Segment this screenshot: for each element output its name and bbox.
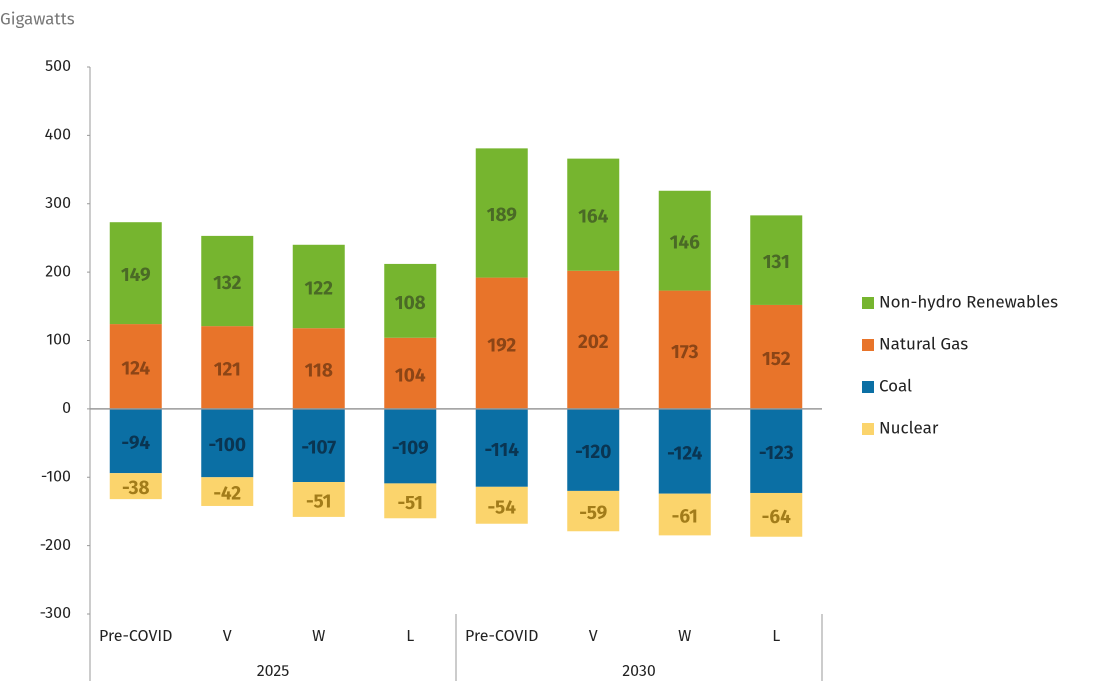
legend-swatch bbox=[862, 339, 874, 351]
value-label: 131 bbox=[763, 251, 790, 274]
bar-segment bbox=[567, 270, 620, 409]
value-label: -59 bbox=[579, 502, 607, 525]
bar-segment bbox=[201, 326, 254, 409]
value-label: -120 bbox=[575, 441, 611, 464]
x-tick-label: V bbox=[589, 627, 598, 646]
bar-segment bbox=[384, 263, 437, 338]
bar-segment bbox=[292, 328, 345, 409]
bar-segment bbox=[750, 304, 803, 409]
value-label: 202 bbox=[578, 331, 609, 354]
value-label: 122 bbox=[305, 278, 334, 301]
y-tick-label: -100 bbox=[41, 467, 71, 486]
value-label: 132 bbox=[213, 272, 242, 295]
bar-segment bbox=[567, 408, 620, 491]
value-label: -61 bbox=[672, 506, 698, 529]
group-label: 2025 bbox=[257, 662, 290, 681]
bar-segment bbox=[292, 482, 345, 517]
x-tick-label: W bbox=[312, 627, 325, 646]
value-label: 192 bbox=[487, 334, 516, 357]
value-label: -100 bbox=[209, 434, 246, 457]
value-label: 164 bbox=[578, 206, 609, 229]
value-label: -54 bbox=[488, 496, 517, 519]
y-tick-label: -300 bbox=[40, 604, 71, 623]
bar-segment bbox=[109, 222, 162, 325]
value-label: 121 bbox=[214, 359, 241, 382]
bar-segment bbox=[658, 190, 711, 291]
bar-segment bbox=[658, 408, 711, 494]
bar-segment bbox=[384, 337, 437, 409]
bar-segment bbox=[384, 483, 437, 519]
value-label: 149 bbox=[121, 264, 151, 287]
value-label: -51 bbox=[306, 491, 331, 514]
value-label: -109 bbox=[392, 437, 429, 460]
bar-segment bbox=[201, 477, 254, 506]
bar-segment bbox=[201, 408, 254, 478]
y-tick-label: 400 bbox=[45, 126, 71, 145]
legend-label: Non-hydro Renewables bbox=[879, 291, 1058, 312]
y-tick-label: 300 bbox=[45, 194, 71, 213]
value-label: 146 bbox=[670, 232, 701, 255]
y-tick-label: 100 bbox=[46, 331, 71, 350]
x-tick-label: W bbox=[678, 627, 691, 646]
bar-segment bbox=[292, 408, 345, 483]
bar-segment bbox=[475, 408, 528, 487]
legend-swatch bbox=[862, 423, 874, 435]
bar-segment bbox=[475, 148, 528, 278]
y-tick-label: 500 bbox=[45, 57, 71, 76]
group-label: 2030 bbox=[622, 662, 656, 681]
bar-segment bbox=[109, 324, 162, 409]
bar-segment bbox=[658, 493, 711, 536]
value-label: 118 bbox=[305, 360, 333, 383]
legend-swatch bbox=[862, 297, 874, 309]
value-label: -124 bbox=[667, 442, 702, 465]
value-label: -123 bbox=[759, 442, 794, 465]
legend-label: Nuclear bbox=[879, 417, 939, 438]
bar-segment bbox=[658, 290, 711, 409]
x-tick-label: V bbox=[223, 627, 232, 646]
value-label: 124 bbox=[121, 358, 150, 381]
x-tick-label: Pre-COVID bbox=[465, 627, 538, 646]
bar-segment bbox=[292, 244, 345, 329]
chart-subtitle: Gigawatts bbox=[0, 8, 75, 29]
value-label: -42 bbox=[213, 483, 241, 506]
bar-segment bbox=[750, 408, 803, 493]
y-tick-label: -200 bbox=[40, 536, 71, 555]
value-label: -114 bbox=[485, 439, 520, 462]
x-tick-label: Pre-COVID bbox=[99, 627, 172, 646]
value-label: 104 bbox=[395, 364, 426, 387]
value-label: 173 bbox=[671, 341, 699, 364]
x-tick-label: L bbox=[406, 627, 414, 646]
value-label: -94 bbox=[121, 432, 150, 455]
value-label: -107 bbox=[301, 437, 336, 460]
value-label: -38 bbox=[122, 477, 150, 500]
bar-segment bbox=[567, 158, 620, 271]
y-tick-label: 0 bbox=[62, 399, 71, 418]
legend-label: Natural Gas bbox=[879, 333, 968, 354]
value-label: -51 bbox=[398, 492, 423, 515]
bar-segment bbox=[384, 408, 437, 484]
y-tick-label: 200 bbox=[45, 262, 71, 281]
bar-segment bbox=[567, 490, 620, 532]
value-label: 152 bbox=[762, 348, 791, 371]
legend-label: Coal bbox=[879, 375, 912, 396]
value-label: 189 bbox=[487, 204, 518, 227]
x-tick-label: L bbox=[772, 627, 780, 646]
bar-segment bbox=[750, 492, 803, 537]
bar-segment bbox=[109, 473, 162, 500]
bar-segment bbox=[109, 408, 162, 474]
value-label: -64 bbox=[762, 506, 791, 529]
bar-segment bbox=[201, 235, 254, 327]
bar-segment bbox=[475, 486, 528, 524]
legend-swatch bbox=[862, 381, 874, 393]
bar-segment bbox=[750, 215, 803, 305]
bar-segment bbox=[475, 277, 528, 409]
value-label: 108 bbox=[395, 292, 426, 315]
